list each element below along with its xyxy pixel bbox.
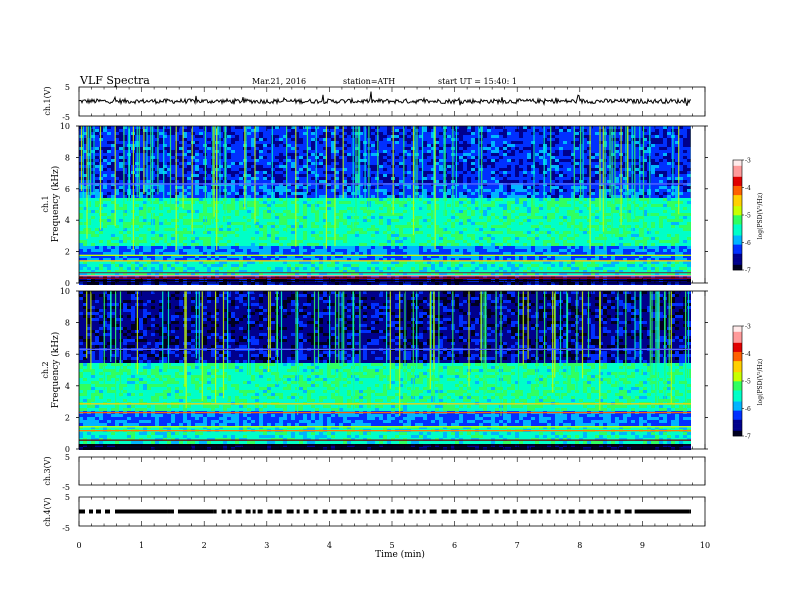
time-axis-label: Time (min): [375, 549, 425, 560]
ch1-ytick-bottom: -5: [62, 113, 70, 122]
time-tick-label: 5: [389, 541, 394, 550]
ch3-ytick-top: 5: [65, 453, 70, 462]
frequency-tick-label: 6: [65, 350, 70, 359]
frequency-tick-label: 10: [60, 122, 70, 131]
time-tick-label: 4: [327, 541, 332, 550]
ch1-colorbar-label: log(PSD(V²/Hz): [757, 193, 764, 240]
colorbar-tick-label: -7: [745, 268, 751, 275]
time-tick-label: 1: [139, 541, 144, 550]
ch1-waveform-trace: [78, 91, 691, 106]
time-tick-label: 2: [202, 541, 207, 550]
frequency-tick-label: 10: [60, 287, 70, 296]
time-tick-label: 3: [264, 541, 269, 550]
colorbar-tick-label: -6: [745, 406, 751, 413]
date-label: Mar.21, 2016: [252, 77, 306, 86]
ch1-spectrogram-image: [79, 126, 705, 285]
time-tick-marks: [78, 87, 706, 526]
frequency-tick-label: 8: [65, 153, 70, 162]
ch2-spectrogram-image: [79, 291, 705, 450]
ch1-spectrogram-channel-label: ch.1: [41, 195, 50, 212]
frequency-tick-label: 2: [65, 248, 70, 257]
frequency-tick-label: 4: [65, 216, 70, 225]
ch2-spectrogram-channel-label: ch.2: [41, 361, 50, 378]
ch2-colorbar-label: log(PSD(V²/Hz): [757, 359, 764, 406]
time-tick-label: 9: [640, 541, 645, 550]
ch4-waveform-trace: [79, 509, 691, 514]
time-tick-label: 0: [76, 541, 81, 550]
ch1-waveform-ylabel: ch.1(V): [43, 86, 52, 115]
ch1-waveform-panel: 5 -5 ch.1(V): [43, 83, 706, 122]
colorbar-tick-label: -4: [745, 351, 751, 358]
ch3-waveform-panel: 5 -5 ch.3(V): [43, 453, 706, 492]
time-axis: 0 1 2 3 4 5 6 7 8 9 10: [76, 541, 710, 550]
time-tick-label: 7: [515, 541, 520, 550]
ch1-ytick-top: 5: [65, 83, 70, 92]
ch4-ytick-top: 5: [65, 493, 70, 502]
ch2-colorbar: -3 -4 -5 -6 -7: [732, 324, 751, 441]
ch1-frequency-ylabel: Frequency (kHz): [50, 166, 61, 243]
frequency-tick-label: 4: [65, 382, 70, 391]
frequency-tick-label: 8: [65, 319, 70, 328]
ch3-waveform-ylabel: ch.3(V): [43, 456, 52, 485]
ch4-ytick-bottom: -5: [62, 524, 70, 533]
time-tick-label: 6: [452, 541, 457, 550]
time-tick-label: 10: [700, 541, 710, 550]
colorbar-tick-label: -3: [745, 324, 751, 331]
chart-title: VLF Spectra: [79, 74, 150, 87]
ch2-frequency-ylabel: Frequency (kHz): [50, 332, 61, 409]
frequency-tick-label: 0: [65, 445, 70, 454]
colorbar-tick-label: -5: [745, 213, 751, 220]
colorbar-tick-label: -5: [745, 379, 751, 386]
frequency-tick-label: 6: [65, 185, 70, 194]
time-tick-label: 8: [577, 541, 582, 550]
start-time-label: start UT = 15:40: 1: [438, 77, 517, 86]
station-label: station=ATH: [343, 77, 395, 86]
ch3-ytick-bottom: -5: [62, 483, 70, 492]
ch4-waveform-ylabel: ch.4(V): [43, 497, 52, 526]
ch4-waveform-panel: 5 -5 ch.4(V): [43, 493, 706, 533]
colorbar-tick-label: -4: [745, 185, 751, 192]
colorbar-tick-label: -7: [745, 434, 751, 441]
colorbar-tick-label: -3: [745, 158, 751, 165]
frequency-tick-label: 2: [65, 413, 70, 422]
colorbar-tick-label: -6: [745, 240, 751, 247]
ch1-colorbar: -3 -4 -5 -6 -7: [732, 158, 751, 275]
frequency-tick-label: 0: [65, 279, 70, 288]
